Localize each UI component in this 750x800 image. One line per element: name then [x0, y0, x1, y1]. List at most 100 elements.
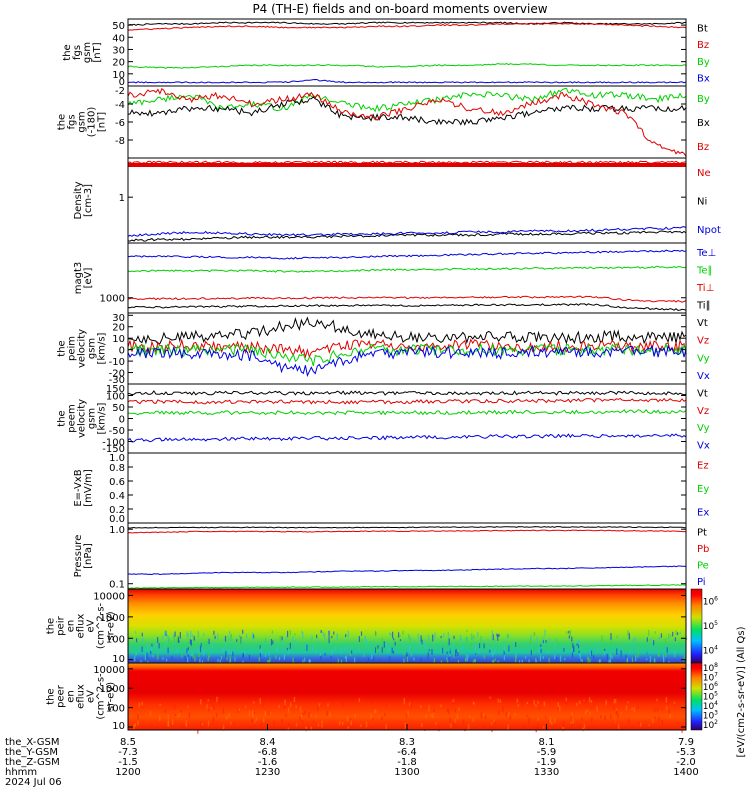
- tick-label: -100: [102, 438, 125, 449]
- x-tick-label: 8.5: [120, 737, 136, 748]
- panel-frame: [127, 18, 687, 87]
- legend-vx: Vx: [697, 440, 710, 451]
- panel-frame: [127, 452, 687, 524]
- series-line-bz: [127, 22, 687, 31]
- legend-ni: Ni: [697, 197, 707, 208]
- spectrogram-image: [128, 589, 686, 663]
- legend-bx: Bx: [697, 74, 710, 85]
- x-tick-label: 8.4: [260, 737, 276, 748]
- series-line-bx: [127, 96, 687, 126]
- y-axis: -8 -6 -4 -2: [115, 85, 686, 147]
- legend-bz: Bz: [697, 40, 709, 51]
- legend: Bt Bz By Bx: [697, 23, 710, 84]
- tick-label: 105: [703, 620, 718, 632]
- x-tick-label: -1.9: [537, 757, 557, 768]
- legend-te: Te∥: [696, 265, 713, 276]
- y-axis-label: thefgsgsm(-180)[nT]: [57, 107, 108, 138]
- y-axis: 10 100 1000 10000: [93, 665, 686, 732]
- tick-label: 30: [112, 313, 125, 324]
- tick-label: 30: [112, 45, 125, 56]
- legend-ey: Ey: [697, 484, 709, 495]
- x-tick-label: -5.3: [676, 747, 696, 758]
- legend: Pt Pb Pe Pi: [697, 527, 709, 588]
- series-line-vy: [127, 409, 687, 416]
- tick-label: 20: [112, 58, 125, 69]
- legend-vx: Vx: [697, 371, 710, 382]
- tick-label: 1000: [100, 684, 125, 695]
- legend-vt: Vt: [697, 318, 708, 329]
- y-axis-label: thepeemvelocitygsm[km/s]: [57, 399, 108, 438]
- x-axis: the_X-GSM 8.5 8.4 8.3 8.1 7.9 the_Y-GSM -7.3 -6.…: [5, 724, 699, 788]
- tick-label: 50: [112, 403, 125, 414]
- tick-label: -6: [115, 118, 125, 129]
- legend: Vt Vz Vy Vx: [697, 318, 710, 382]
- legend-pi: Pi: [697, 577, 706, 588]
- x-tick-label: 1200: [115, 767, 140, 778]
- legend-ti: Ti∥: [696, 300, 711, 311]
- y-axis-label: thepeimvelocitygsm[km/s]: [57, 329, 108, 368]
- x-tick-label: -6.8: [258, 747, 278, 758]
- tick-label: -8: [115, 136, 125, 147]
- y-axis: 0.00.2 0.4 0.6 0.81.0: [109, 452, 686, 525]
- series-line-vz: [127, 397, 687, 405]
- tick-label: 150: [106, 384, 125, 395]
- x-tick-label: -2.0: [676, 757, 696, 768]
- panel-fgs_gsm_detail: By Bx Bz -8 -6 -4 -2 thefgsgsm(-180)[nT]: [57, 85, 710, 159]
- tick-label: 0.4: [109, 491, 125, 502]
- tick-label: -20: [109, 369, 125, 380]
- panel-density: Ne Ni Npot 1 Density[cm-3]: [73, 157, 721, 244]
- tick-label: 0: [119, 415, 125, 426]
- series-line-by: [127, 63, 687, 69]
- y-axis-label: thepeerenefluxeV(cm^2-s-sr-eV): [46, 673, 117, 720]
- tick-label: 10000: [93, 665, 125, 676]
- legend: Te⊥ Te∥ Ti⊥ Ti∥: [696, 248, 716, 311]
- series-line-ti: [127, 295, 687, 303]
- legend-vt: Vt: [697, 389, 708, 400]
- legend-ex: Ex: [697, 507, 709, 518]
- spectrogram-texture: [133, 696, 686, 734]
- panel-peir_spectrogram: 104 105 106 10 100 1000 10000thepeirenefluxeV(…: [46, 588, 718, 668]
- x-tick-label: 7.9: [678, 737, 694, 748]
- series-line-ni: [127, 230, 687, 242]
- tick-label: 0.1: [109, 580, 125, 591]
- series-line-bx: [127, 78, 687, 84]
- x-axis-row-label: the_Z-GSM: [5, 757, 60, 768]
- panel-peim_velocity: VtVzVyVx-30-20-100102030thepeimvelocityg…: [57, 312, 710, 386]
- spectrogram-image: [128, 663, 686, 730]
- legend-by: By: [697, 94, 710, 105]
- y-axis-label: Pressure[nPa]: [73, 535, 94, 578]
- tick-label: 0.0: [109, 514, 125, 525]
- tick-label: -2: [115, 86, 125, 97]
- legend: By Bx Bz: [697, 94, 710, 153]
- series-line-vt: [128, 316, 687, 345]
- x-tick-label: -1.5: [118, 757, 138, 768]
- x-tick-label: -1.6: [258, 757, 278, 768]
- legend-bx: Bx: [697, 118, 710, 129]
- series-line-vx: [127, 344, 687, 378]
- x-tick-label: 8.1: [539, 737, 555, 748]
- tick-label: 1.0: [109, 453, 125, 464]
- x-tick-label: 1330: [534, 767, 559, 778]
- series-line-vt: [127, 390, 687, 396]
- series-line-pi: [128, 565, 687, 576]
- tick-label: 100: [106, 634, 125, 645]
- tick-label: 10: [112, 721, 125, 732]
- tick-label: 10: [112, 70, 125, 81]
- spectrogram-texture: [131, 629, 688, 668]
- x-tick-label: 8.3: [399, 737, 415, 748]
- y-axis: 1000: [100, 294, 686, 305]
- tick-label: 20: [112, 323, 125, 334]
- panel-temperature: Te⊥ Te∥ Ti⊥ Ti∥ 1000 magt3[eV]: [73, 242, 716, 314]
- legend-bz: Bz: [697, 142, 709, 153]
- tick-label: -150: [102, 444, 125, 455]
- tick-label: 40: [112, 33, 125, 44]
- x-tick-label: -1.8: [397, 757, 417, 768]
- legend-ne: Ne: [697, 168, 711, 179]
- legend-vy: Vy: [697, 423, 710, 434]
- tick-label: 106: [703, 595, 718, 607]
- tick-label: 10: [112, 654, 125, 665]
